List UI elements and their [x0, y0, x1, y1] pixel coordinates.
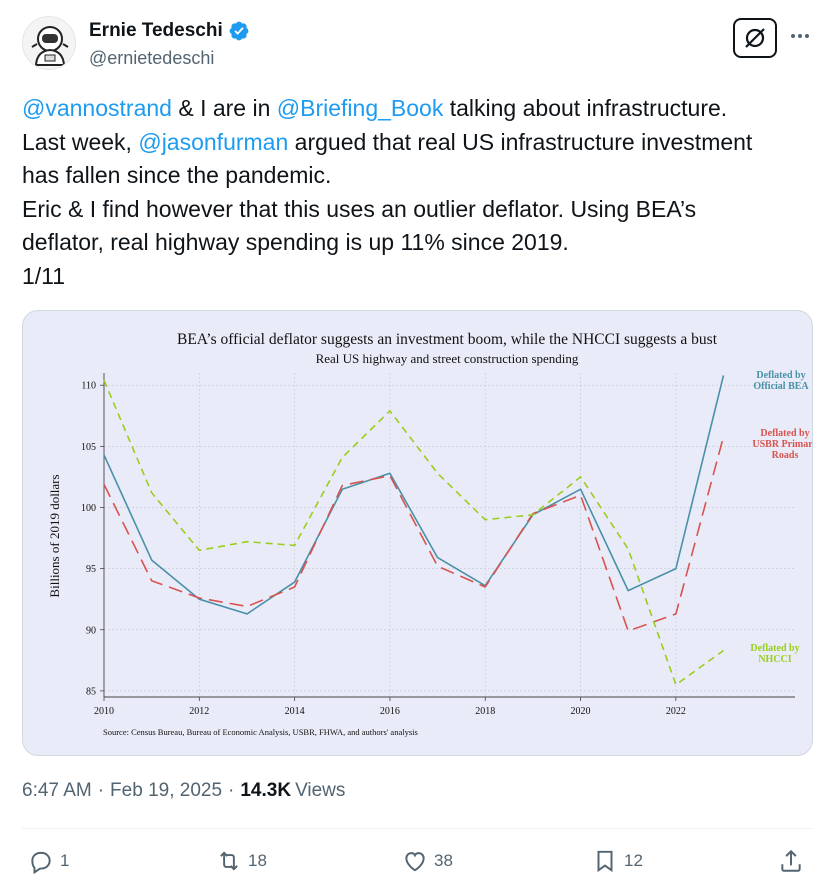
x-tick-label: 2014 [285, 706, 305, 717]
divider [22, 828, 812, 829]
share-button[interactable] [778, 843, 804, 879]
grok-icon [745, 28, 765, 48]
series-label: USBR Primary [752, 439, 813, 450]
meta-separator: · [97, 780, 105, 801]
astronaut-avatar-icon[interactable] [22, 16, 76, 70]
bookmark-count: 12 [624, 851, 643, 870]
tweet-date[interactable]: Feb 19, 2025 [110, 780, 223, 801]
author-name-row[interactable]: Ernie Tedeschi [89, 20, 250, 42]
author-display-name[interactable]: Ernie Tedeschi [89, 20, 223, 41]
share-icon [781, 849, 801, 872]
more-options-icon[interactable] [788, 24, 812, 48]
reply-count: 1 [60, 851, 70, 870]
tweet-text-span: argued that real US infrastructure inves… [288, 128, 753, 155]
x-tick-label: 2022 [666, 706, 686, 717]
chart-series [103, 375, 725, 686]
grok-button[interactable] [733, 18, 777, 58]
x-tick-label: 2016 [380, 706, 400, 717]
heart-icon [405, 852, 425, 872]
tweet-text-span: talking about infrastructure. [443, 95, 728, 121]
tweet-line: Eric & I find however that this uses an … [22, 195, 697, 222]
views-count: 14.3K [240, 780, 292, 801]
like-count: 38 [434, 851, 453, 870]
chart-title: BEA’s official deflator suggests an inve… [177, 331, 718, 348]
mention-link[interactable]: @jasonfurman [138, 128, 289, 155]
author-handle[interactable]: @ernietedeschi [89, 48, 215, 68]
tweet-line: Last week, @jasonfurman argued that real… [22, 126, 812, 160]
bookmark-icon [597, 850, 613, 873]
repost-button[interactable]: 18 [216, 843, 267, 879]
tweet-text-span: & I are in [171, 95, 277, 121]
chart-source: Source: Census Bureau, Bureau of Economi… [103, 727, 418, 737]
tweet-text-span: Last week, [22, 128, 139, 155]
chart-axes: 85 90 95 100 105 110 2010 2012 2014 2016 2018 2020 2… [81, 373, 795, 717]
series-label: Roads [772, 450, 799, 461]
y-tick-label: 110 [81, 381, 96, 392]
x-tick-label: 2010 [94, 706, 114, 717]
y-tick-label: 105 [81, 442, 96, 453]
repost-icon [220, 851, 238, 871]
tweet-line: deflator, real highway spending is up 11… [22, 229, 569, 255]
line-chart: BEA’s official deflator suggests an inve… [47, 331, 813, 737]
y-tick-label: 95 [86, 564, 96, 575]
tweet-line: has fallen since the pandemic. [22, 162, 332, 188]
series-label: Official BEA [753, 381, 809, 392]
mention-link[interactable]: @Briefing_Book [276, 95, 444, 121]
series-label: Deflated by [760, 428, 809, 439]
x-tick-label: 2018 [475, 706, 495, 717]
repost-count: 18 [248, 851, 267, 870]
chart-image[interactable]: BEA’s official deflator suggests an inve… [22, 310, 813, 756]
series-label: Deflated by [756, 370, 805, 381]
chart-grid [103, 373, 795, 697]
chart-subtitle: Real US highway and street construction … [316, 351, 579, 366]
verified-badge-icon [229, 21, 249, 41]
y-tick-label: 85 [86, 686, 96, 697]
meta-separator: · [228, 780, 235, 801]
tweet-header: Ernie Tedeschi @ernietedeschi [22, 16, 812, 74]
tweet-actions: 1 18 38 12 [22, 843, 812, 879]
tweet-line: 1/11 [22, 262, 66, 289]
y-tick-label: 90 [86, 625, 96, 636]
bookmark-button[interactable]: 12 [592, 843, 643, 879]
tweet-text: @vannostrand & I are in @Briefing_Book t… [22, 92, 812, 293]
tweet-meta: 6:47 AM · Feb 19, 2025 · 14.3K Views [22, 780, 345, 802]
views-label: Views [295, 780, 346, 801]
mention-link[interactable]: @vannostrand [22, 95, 172, 121]
series-line-2 [103, 436, 725, 632]
y-tick-label: 100 [81, 503, 96, 514]
tweet-time[interactable]: 6:47 AM [22, 780, 92, 801]
x-tick-label: 2012 [189, 706, 209, 717]
series-line-3 [103, 379, 724, 686]
series-label: NHCCI [758, 654, 791, 665]
reply-icon [31, 851, 51, 874]
tweet-line: @vannostrand & I are in @Briefing_Book t… [22, 92, 812, 126]
y-axis-label: Billions of 2019 dollars [47, 474, 62, 597]
series-label: Deflated by [750, 643, 799, 654]
series-line-1 [103, 375, 725, 615]
x-tick-label: 2020 [571, 706, 591, 717]
reply-button[interactable]: 1 [28, 843, 69, 879]
like-button[interactable]: 38 [402, 843, 453, 879]
